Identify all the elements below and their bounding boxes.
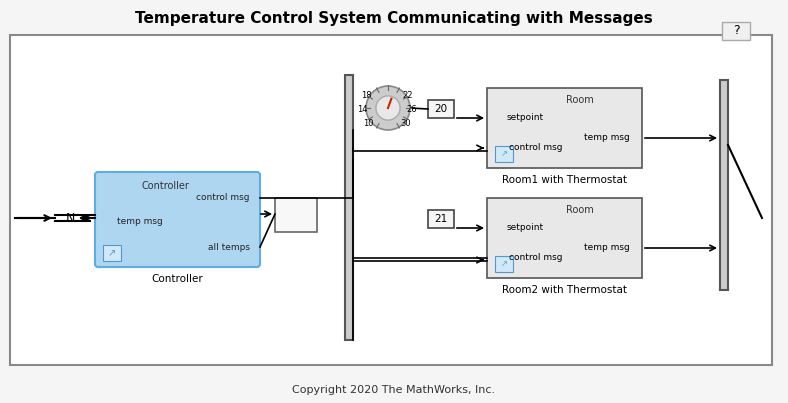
- Bar: [275, 198, 317, 232]
- Bar: [428, 210, 454, 228]
- Text: 10: 10: [362, 120, 374, 129]
- Text: N: N: [65, 212, 75, 224]
- Text: all temps: all temps: [208, 243, 250, 251]
- Bar: [722, 22, 750, 40]
- Text: 14: 14: [357, 106, 367, 114]
- FancyBboxPatch shape: [95, 172, 260, 267]
- Text: control msg: control msg: [196, 193, 250, 202]
- Bar: [428, 100, 454, 118]
- Text: Controller: Controller: [142, 181, 189, 191]
- Bar: [720, 80, 728, 290]
- Text: 18: 18: [361, 91, 371, 100]
- Text: ↗: ↗: [500, 260, 507, 268]
- Bar: [10, 35, 772, 365]
- Text: 21: 21: [434, 214, 448, 224]
- Bar: [495, 256, 513, 272]
- Text: Temperature Control System Communicating with Messages: Temperature Control System Communicating…: [135, 10, 653, 25]
- Bar: [487, 88, 642, 168]
- Text: Room: Room: [566, 95, 593, 105]
- Circle shape: [376, 96, 400, 120]
- Circle shape: [366, 86, 410, 130]
- Text: control msg: control msg: [509, 253, 563, 262]
- Bar: [487, 198, 642, 278]
- Text: ↗: ↗: [108, 248, 116, 258]
- Text: Room: Room: [566, 205, 593, 215]
- Text: Room1 with Thermostat: Room1 with Thermostat: [502, 175, 627, 185]
- Text: setpoint: setpoint: [507, 114, 545, 123]
- Text: ↗: ↗: [500, 150, 507, 158]
- Text: 20: 20: [434, 104, 448, 114]
- Text: temp msg: temp msg: [584, 133, 630, 143]
- Bar: [345, 75, 353, 340]
- Text: control msg: control msg: [509, 143, 563, 152]
- Text: Room2 with Thermostat: Room2 with Thermostat: [502, 285, 627, 295]
- Text: 26: 26: [407, 106, 418, 114]
- Text: Controller: Controller: [151, 274, 203, 284]
- Text: 30: 30: [400, 120, 411, 129]
- Bar: [103, 245, 121, 261]
- Text: temp msg: temp msg: [584, 243, 630, 253]
- Text: temp msg: temp msg: [117, 218, 163, 226]
- Text: ?: ?: [733, 25, 739, 37]
- Text: 22: 22: [403, 91, 413, 100]
- Text: Copyright 2020 The MathWorks, Inc.: Copyright 2020 The MathWorks, Inc.: [292, 385, 496, 395]
- Text: setpoint: setpoint: [507, 224, 545, 233]
- Bar: [495, 146, 513, 162]
